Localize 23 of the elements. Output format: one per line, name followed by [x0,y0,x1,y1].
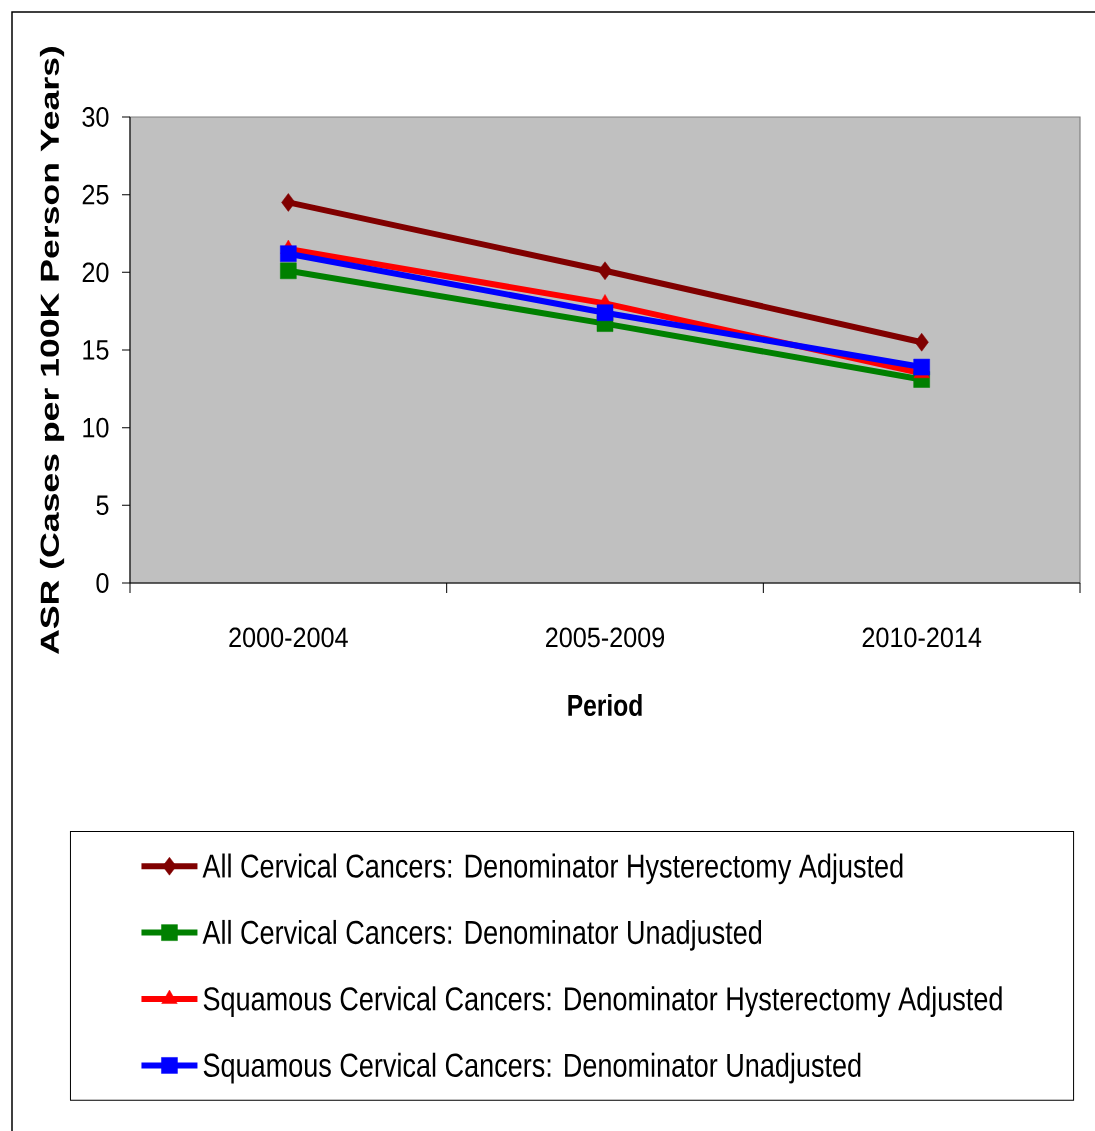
x-tick-label: 2000-2004 [229,627,348,648]
point [280,245,297,262]
legend-label: Squamous Cervical Cancers: Denominator Unadjusted [203,1052,861,1084]
point [913,358,930,376]
y-tick-label: 0 [96,573,109,593]
x-tick-label: 2010-2014 [862,627,982,648]
y-tick-label: 10 [83,417,109,438]
y-tick-label: 25 [82,184,109,205]
y-axis-title: ASR (Cases per 100K Person Years) [39,46,65,654]
x-tick-label: 2005-2009 [546,627,665,648]
y-tick-label: 15 [83,340,109,360]
y-tick-label: 30 [82,107,109,127]
y-tick-label: 20 [82,262,109,283]
y-tick-label: 5 [96,495,109,516]
legend-label: All Cervical Cancers: Denominator Unadjusted [202,919,762,951]
point [598,261,612,281]
legend-label: All Cervical Cancers: Denominator Hysterectomy Adjusted [202,853,903,885]
point [914,332,929,352]
point [280,262,297,280]
point [596,304,614,321]
x-axis-title: Period [568,693,642,717]
legend-label: Squamous Cervical Cancers: Denominator Hysterectomy Adjusted [203,986,1002,1018]
point [281,193,296,212]
